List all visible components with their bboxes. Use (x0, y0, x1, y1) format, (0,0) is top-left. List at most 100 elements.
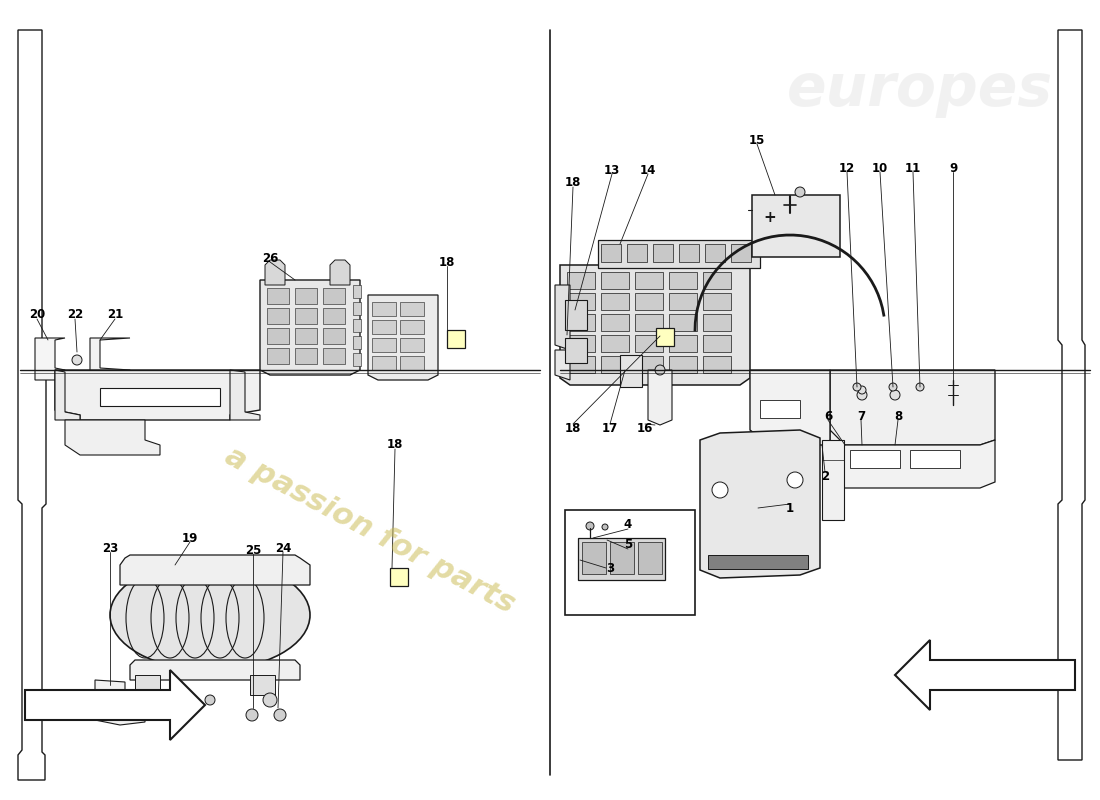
Circle shape (858, 386, 866, 394)
Text: 4: 4 (624, 518, 632, 531)
Bar (703, 272, 732, 289)
Bar (565, 510, 695, 615)
Bar (635, 356, 663, 373)
Text: a passion for parts: a passion for parts (220, 441, 520, 619)
Bar (822, 440, 844, 520)
Bar (400, 356, 424, 370)
Bar (703, 314, 732, 331)
Polygon shape (330, 260, 350, 285)
Circle shape (916, 383, 924, 391)
Text: 8: 8 (894, 410, 902, 422)
Bar (760, 400, 800, 418)
Circle shape (852, 383, 861, 391)
Bar (601, 293, 629, 310)
Bar (669, 356, 697, 373)
Text: 13: 13 (604, 163, 620, 177)
Text: 19: 19 (182, 531, 198, 545)
Polygon shape (700, 430, 820, 578)
Circle shape (72, 355, 82, 365)
Bar (566, 335, 595, 352)
Bar (669, 314, 697, 331)
Bar (565, 300, 587, 330)
Polygon shape (560, 265, 750, 385)
Text: 24: 24 (275, 542, 292, 554)
Polygon shape (130, 660, 300, 680)
Text: 21: 21 (107, 309, 123, 322)
Polygon shape (750, 370, 830, 445)
Bar (703, 356, 732, 373)
Polygon shape (35, 338, 65, 380)
Circle shape (712, 482, 728, 498)
Text: 9: 9 (949, 162, 957, 174)
Bar (732, 244, 751, 262)
Bar (295, 328, 317, 344)
Bar (372, 356, 396, 370)
Bar (100, 388, 220, 406)
Circle shape (786, 472, 803, 488)
Text: 10: 10 (872, 162, 888, 174)
Bar (679, 244, 699, 262)
Circle shape (205, 695, 214, 705)
Bar (601, 356, 629, 373)
Circle shape (246, 709, 258, 721)
Bar (910, 450, 960, 468)
Polygon shape (598, 240, 760, 268)
Bar (635, 335, 663, 352)
Polygon shape (230, 370, 260, 420)
Bar (627, 244, 647, 262)
Circle shape (274, 709, 286, 721)
Bar (372, 302, 396, 316)
Bar (390, 568, 408, 586)
Bar (267, 288, 289, 304)
Text: 15: 15 (749, 134, 766, 146)
Text: 2: 2 (821, 470, 829, 482)
Bar (620, 355, 642, 387)
Text: 26: 26 (262, 251, 278, 265)
Bar (752, 195, 840, 257)
Polygon shape (250, 675, 275, 695)
Bar (669, 335, 697, 352)
Ellipse shape (110, 560, 310, 670)
Text: 18: 18 (387, 438, 404, 451)
Circle shape (654, 365, 666, 375)
Bar (635, 293, 663, 310)
Bar (566, 356, 595, 373)
Bar (353, 302, 361, 315)
Text: 16: 16 (637, 422, 653, 434)
Bar (582, 542, 606, 574)
Polygon shape (260, 280, 360, 375)
Text: 25: 25 (245, 543, 261, 557)
Bar (353, 285, 361, 298)
Bar (601, 314, 629, 331)
Text: 18: 18 (564, 177, 581, 190)
Text: 6: 6 (824, 410, 832, 422)
Bar (669, 293, 697, 310)
Text: 14: 14 (640, 163, 657, 177)
Bar (601, 244, 621, 262)
Polygon shape (90, 338, 130, 375)
Bar (656, 328, 674, 346)
Text: 18: 18 (564, 422, 581, 434)
Polygon shape (25, 670, 205, 740)
Bar (400, 338, 424, 352)
Text: europes: europes (786, 62, 1053, 118)
Bar (447, 330, 465, 348)
Polygon shape (55, 370, 260, 420)
Bar (601, 272, 629, 289)
Circle shape (890, 390, 900, 400)
Text: 12: 12 (839, 162, 855, 174)
Bar (850, 450, 900, 468)
Bar (323, 348, 345, 364)
Text: 3: 3 (606, 562, 614, 574)
Polygon shape (120, 555, 310, 585)
Polygon shape (578, 538, 666, 580)
Text: 18: 18 (439, 255, 455, 269)
Polygon shape (95, 680, 145, 725)
Bar (267, 308, 289, 324)
Text: 23: 23 (102, 542, 118, 554)
Text: +: + (763, 210, 777, 226)
Circle shape (602, 524, 608, 530)
Bar (353, 353, 361, 366)
Bar (566, 293, 595, 310)
Bar (601, 335, 629, 352)
